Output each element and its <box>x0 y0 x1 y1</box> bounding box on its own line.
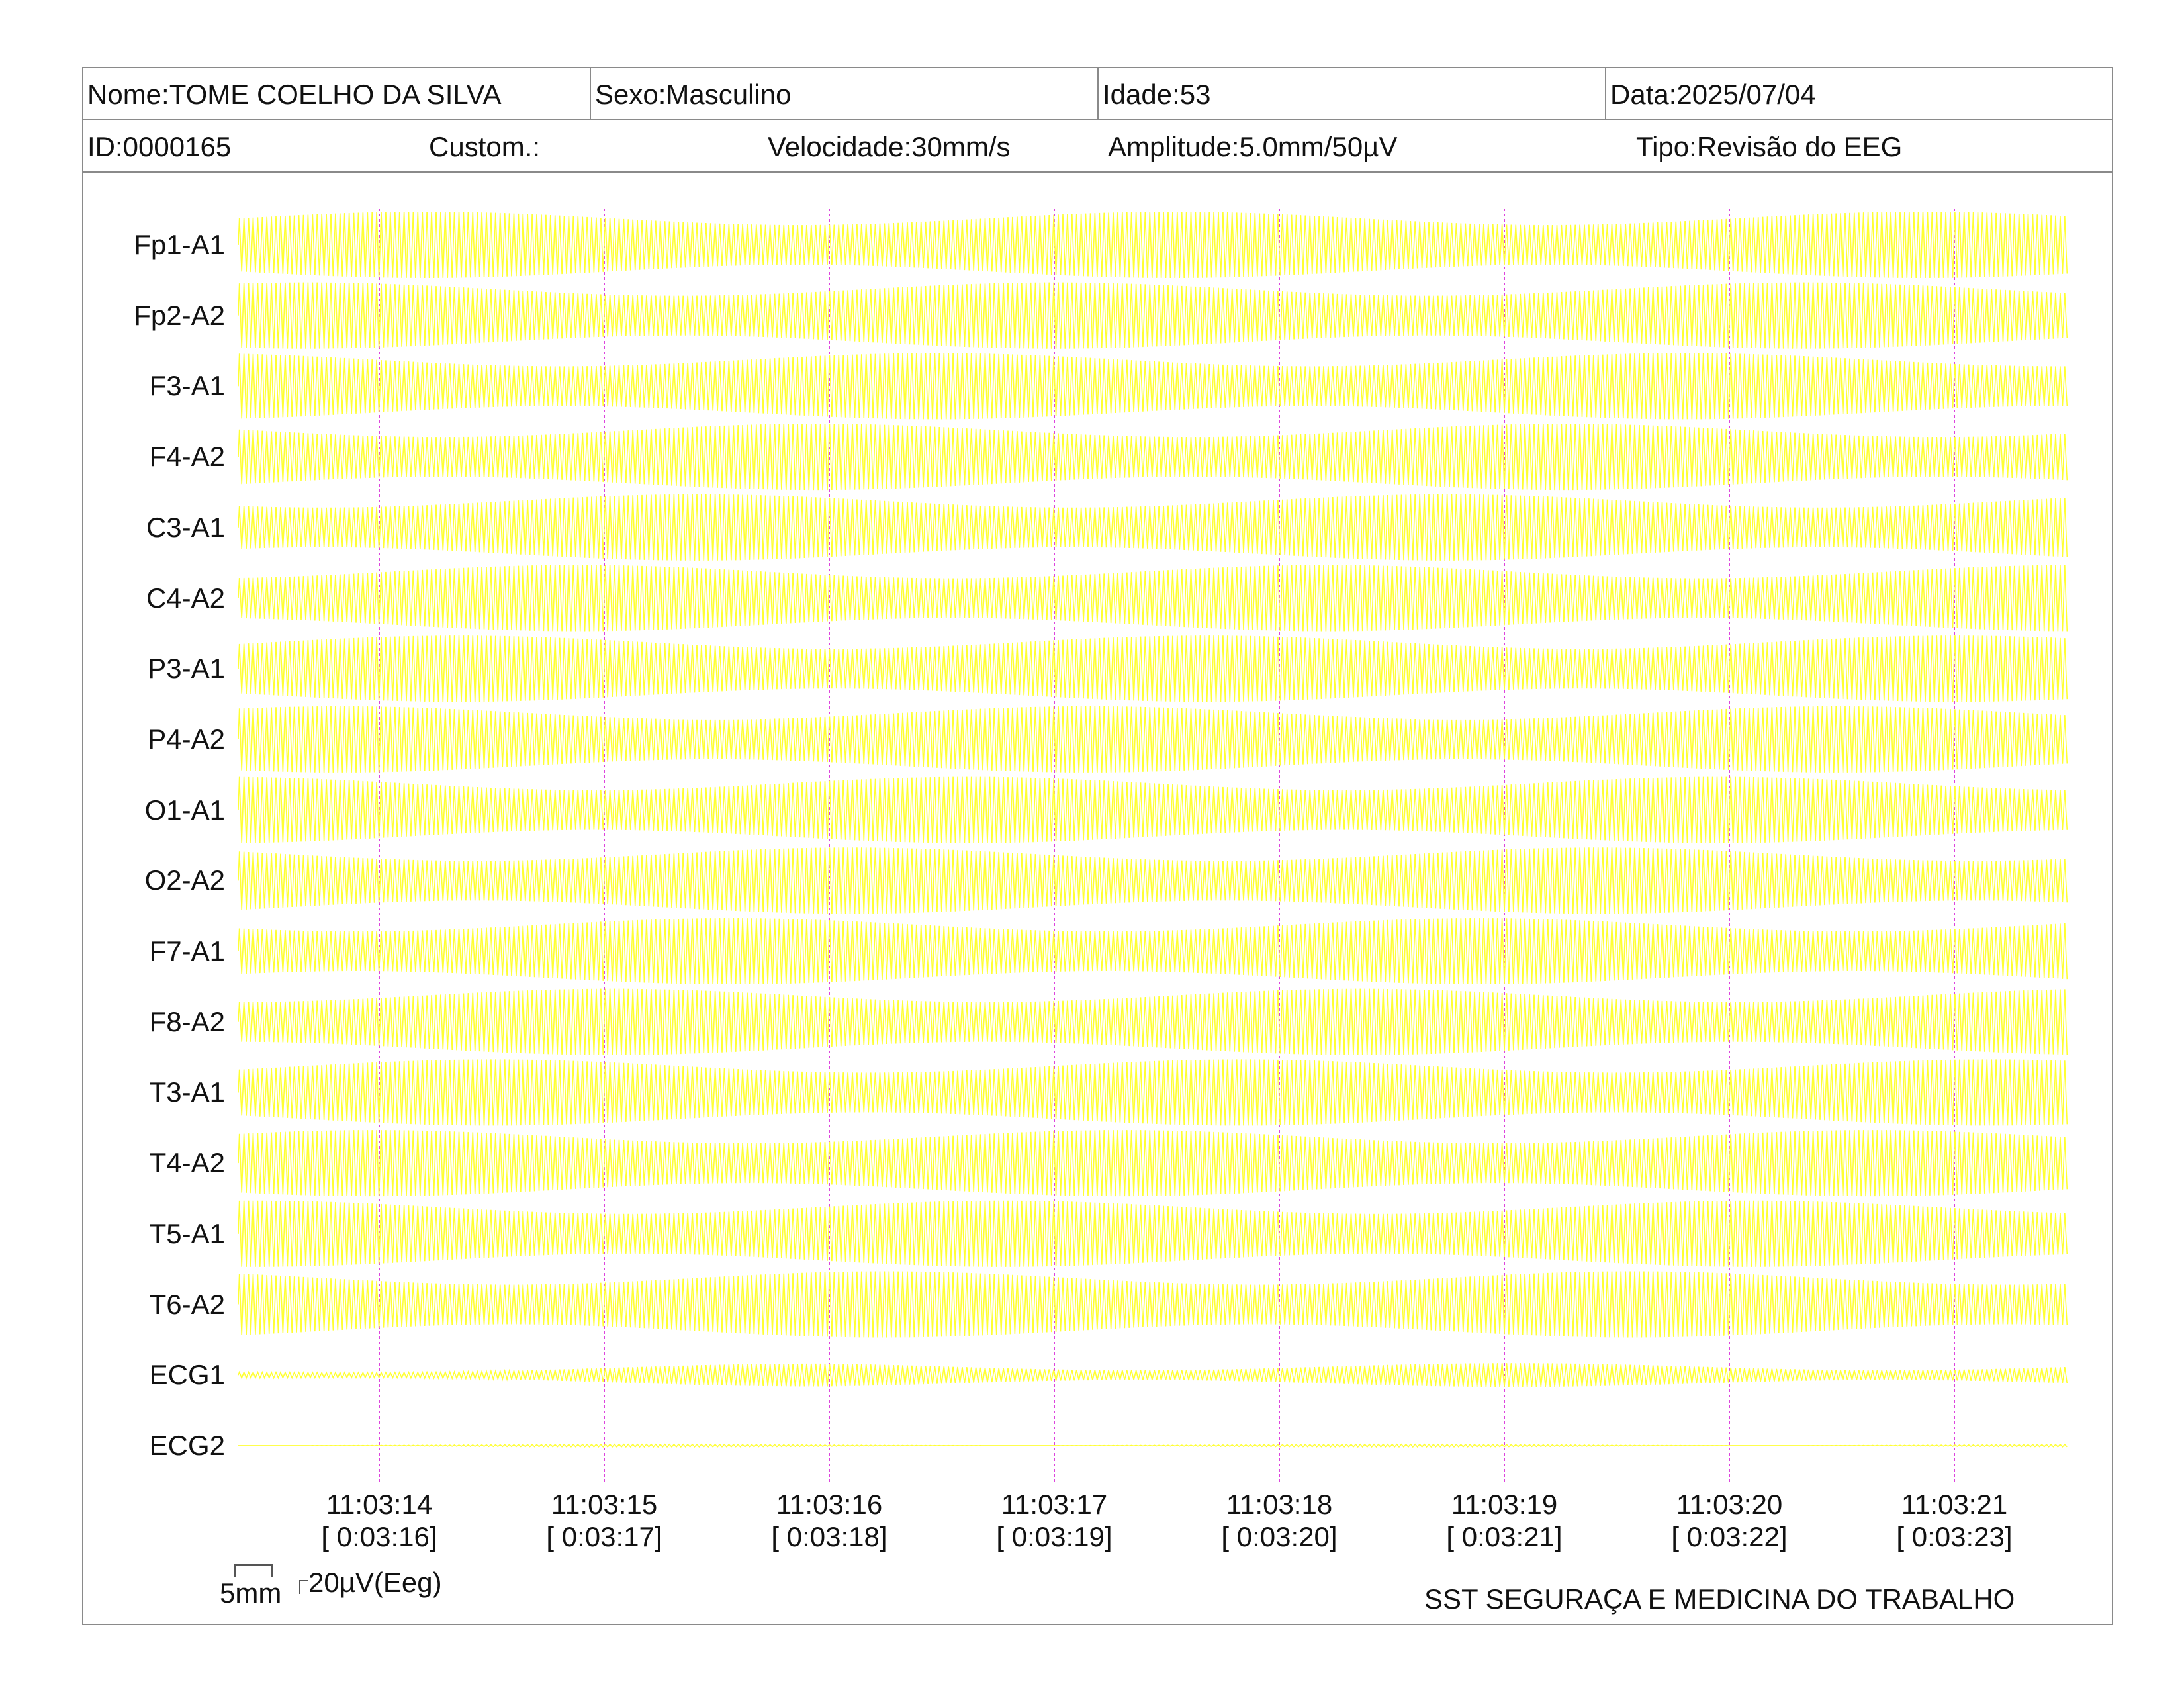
time-marker-clock: 11:03:17 <box>1001 1489 1108 1520</box>
channel-label: C4-A2 <box>146 582 225 614</box>
channel-label: ECG2 <box>149 1429 225 1461</box>
channel-label: O1-A1 <box>144 794 225 825</box>
trace-t5-a1 <box>238 1200 2068 1267</box>
time-marker-clock: 11:03:14 <box>326 1489 433 1520</box>
record-date: Data:2025/07/04 <box>1610 79 1816 110</box>
channel-label: Fp2-A2 <box>134 299 225 331</box>
patient-id: ID:0000165 <box>87 131 232 162</box>
header-row-patient: Nome:TOME COELHO DA SILVA Sexo:Masculino… <box>83 68 2112 120</box>
channel-label: P4-A2 <box>148 723 225 755</box>
institution-name: SST SEGURAÇA E MEDICINA DO TRABALHO <box>1424 1583 2015 1615</box>
trace-ecg1 <box>238 1363 2068 1387</box>
channel-label: P3-A1 <box>148 653 225 684</box>
channel-label: T4-A2 <box>149 1147 225 1179</box>
time-marker-elapsed: [ 0:03:22] <box>1671 1521 1788 1552</box>
trace-o1-a1 <box>238 776 2068 843</box>
time-marker-clock: 11:03:20 <box>1676 1489 1783 1520</box>
channel-label: F7-A1 <box>149 935 225 966</box>
trace-f4-a2 <box>238 424 2068 491</box>
channel-label: T6-A2 <box>149 1288 225 1320</box>
channel-label: F4-A2 <box>149 441 225 473</box>
trace-p4-a2 <box>238 706 2068 773</box>
scale-bar-icon <box>234 1564 308 1594</box>
trace-o2-a2 <box>238 847 2068 914</box>
scale-amplitude-label: 20µV(Eeg) <box>308 1567 442 1598</box>
time-marker-clock: 11:03:18 <box>1226 1489 1333 1520</box>
time-marker-elapsed: [ 0:03:23] <box>1896 1521 2013 1552</box>
patient-name: Nome:TOME COELHO DA SILVA <box>83 68 591 119</box>
patient-age: Idade:53 <box>1099 68 1606 119</box>
trace-c3-a1 <box>238 494 2068 561</box>
time-marker-lines <box>379 209 1955 1483</box>
trace-fp1-a1 <box>238 211 2068 279</box>
sweep-speed: Velocidade:30mm/s <box>768 131 1011 162</box>
trace-p3-a1 <box>238 635 2068 702</box>
time-marker-elapsed: [ 0:03:19] <box>996 1521 1113 1552</box>
time-marker-elapsed: [ 0:03:18] <box>771 1521 887 1552</box>
header-row-recording: ID:0000165 Custom.: Velocidade:30mm/s Am… <box>83 120 2112 173</box>
trace-t4-a2 <box>238 1130 2068 1197</box>
time-marker-elapsed: [ 0:03:16] <box>321 1521 437 1552</box>
report-frame: Nome:TOME COELHO DA SILVA Sexo:Masculino… <box>82 67 2113 1625</box>
trace-t6-a2 <box>238 1271 2068 1338</box>
trace-fp2-a2 <box>238 282 2068 349</box>
trace-t3-a1 <box>238 1059 2068 1126</box>
channel-label: F8-A2 <box>149 1006 225 1037</box>
record-type: Tipo:Revisão do EEG <box>1636 131 1903 162</box>
trace-f7-a1 <box>238 917 2068 985</box>
time-marker-elapsed: [ 0:03:20] <box>1221 1521 1338 1552</box>
channel-label: ECG1 <box>149 1359 225 1391</box>
scale-time-label: 5mm <box>220 1577 282 1609</box>
time-marker-clock: 11:03:19 <box>1451 1489 1558 1520</box>
trace-ecg2 <box>238 1443 2068 1448</box>
time-marker-clock: 11:03:16 <box>776 1489 883 1520</box>
trace-c4-a2 <box>238 565 2068 632</box>
channel-label: C3-A1 <box>146 511 225 543</box>
channel-label: T5-A1 <box>149 1217 225 1249</box>
custom-field: Custom.: <box>429 131 541 162</box>
time-marker-elapsed: [ 0:03:21] <box>1446 1521 1563 1552</box>
amplitude-setting: Amplitude:5.0mm/50µV <box>1108 131 1398 162</box>
time-marker-elapsed: [ 0:03:17] <box>546 1521 662 1552</box>
channel-label: Fp1-A1 <box>134 229 225 260</box>
channel-label: T3-A1 <box>149 1076 225 1108</box>
channel-traces <box>238 211 2068 1448</box>
patient-sex: Sexo:Masculino <box>591 68 1099 119</box>
time-marker-clock: 11:03:15 <box>551 1489 658 1520</box>
trace-f3-a1 <box>238 353 2068 420</box>
channel-label: F3-A1 <box>149 370 225 402</box>
time-marker-clock: 11:03:21 <box>1901 1489 2008 1520</box>
trace-f8-a2 <box>238 988 2068 1055</box>
channel-label: O2-A2 <box>144 865 225 896</box>
